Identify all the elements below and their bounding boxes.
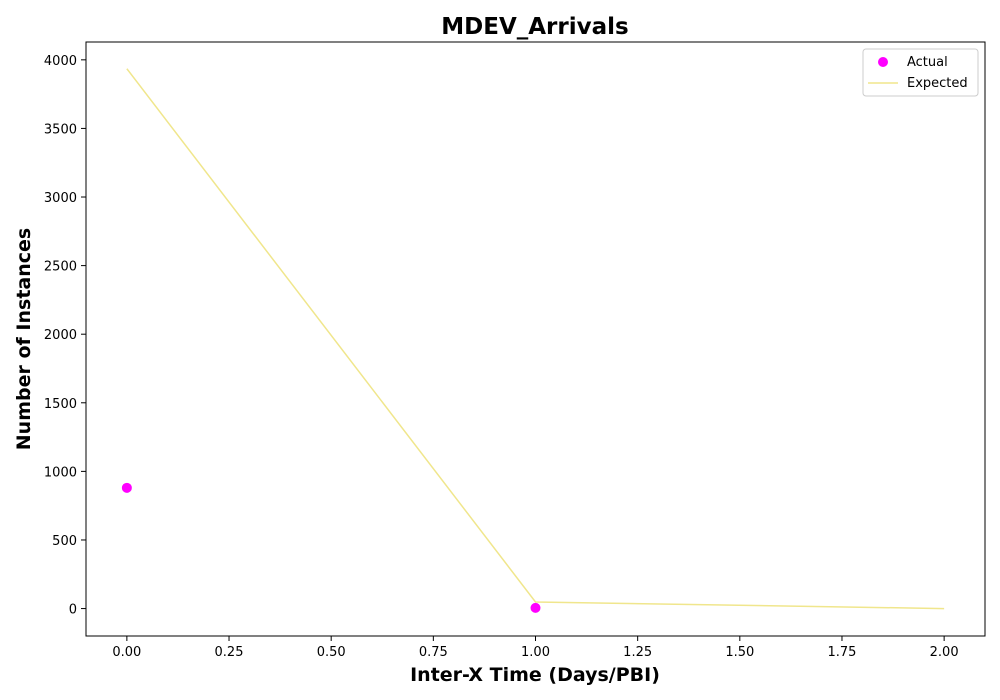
x-tick-label: 0.25 (215, 645, 244, 660)
legend-actual-marker (878, 57, 888, 67)
y-tick-label: 3500 (44, 122, 77, 137)
y-tick-label: 1000 (44, 465, 77, 480)
expected-series-line (126, 68, 945, 610)
y-axis-label: Number of Instances (13, 228, 35, 450)
legend: Actual Expected (862, 48, 979, 97)
x-tick-label: 0.50 (317, 645, 346, 660)
x-tick-label: 1.75 (828, 645, 857, 660)
chart-title: MDEV_Arrivals (441, 14, 628, 40)
x-tick-label: 2.00 (930, 645, 959, 660)
actual-data-point (121, 482, 132, 493)
y-axis-ticks: 0 500 1000 1500 2000 2500 3000 3500 4000 (44, 54, 86, 618)
x-axis-label: Inter-X Time (Days/PBI) (410, 664, 660, 686)
x-tick-label: 1.50 (725, 645, 754, 660)
y-tick-label: 1500 (44, 397, 77, 412)
y-tick-label: 2500 (44, 260, 77, 275)
x-axis-ticks: 0.00 0.25 0.50 0.75 1.00 1.25 1.50 1.75 2.00 (112, 636, 959, 660)
legend-box (862, 48, 979, 97)
legend-expected-label: Expected (907, 76, 968, 91)
x-tick-label: 1.25 (623, 645, 652, 660)
y-tick-label: 4000 (44, 54, 77, 69)
plot-area (121, 68, 945, 613)
x-tick-label: 1.00 (521, 645, 550, 660)
y-tick-label: 2000 (44, 328, 77, 343)
x-tick-label: 0.00 (112, 645, 141, 660)
legend-actual-label: Actual (907, 55, 948, 70)
plot-frame (85, 41, 986, 637)
y-tick-label: 0 (69, 603, 77, 618)
y-tick-label: 500 (52, 534, 77, 549)
y-tick-label: 3000 (44, 191, 77, 206)
x-tick-label: 0.75 (419, 645, 448, 660)
actual-data-point (530, 602, 541, 613)
